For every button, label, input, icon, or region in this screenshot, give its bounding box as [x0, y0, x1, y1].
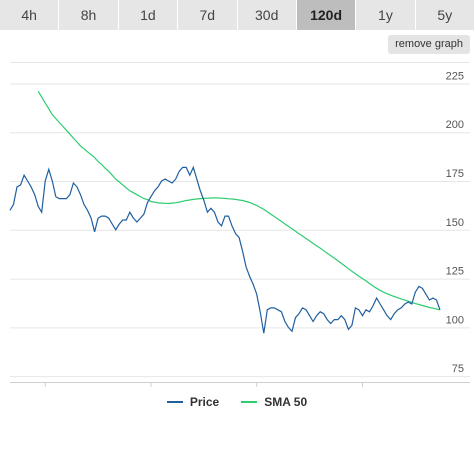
chart-legend: Price SMA 50 — [0, 393, 474, 411]
legend-item-sma[interactable]: SMA 50 — [241, 395, 307, 409]
tab-7d[interactable]: 7d — [178, 0, 238, 30]
tab-30d[interactable]: 30d — [237, 0, 297, 30]
tab-1d[interactable]: 1d — [118, 0, 179, 30]
remove-graph-button[interactable]: remove graph — [388, 35, 470, 54]
price-swatch — [166, 401, 183, 403]
y-tick-label: 150 — [446, 217, 464, 229]
price-line — [9, 165, 441, 334]
timeframe-tabs: 4h 8h 1d 7d 30d 120d 1y 5y — [0, 0, 474, 30]
sma-50-line — [37, 90, 441, 311]
tab-8h[interactable]: 8h — [59, 0, 119, 30]
y-tick-label: 75 — [452, 363, 464, 375]
tab-1y[interactable]: 1y — [356, 0, 416, 30]
y-tick-label: 200 — [446, 119, 464, 131]
legend-item-price[interactable]: Price — [166, 395, 220, 409]
y-tick-label: 175 — [446, 168, 464, 180]
tab-5y[interactable]: 5y — [415, 0, 474, 30]
legend-label-price: Price — [189, 395, 220, 409]
y-tick-label: 125 — [446, 266, 464, 278]
y-tick-label: 100 — [446, 314, 464, 326]
legend-label-sma: SMA 50 — [264, 395, 308, 409]
tab-120d[interactable]: 120d — [296, 0, 357, 30]
tab-4h[interactable]: 4h — [0, 0, 60, 30]
sma-swatch — [241, 401, 258, 403]
y-tick-label: 225 — [446, 70, 464, 82]
